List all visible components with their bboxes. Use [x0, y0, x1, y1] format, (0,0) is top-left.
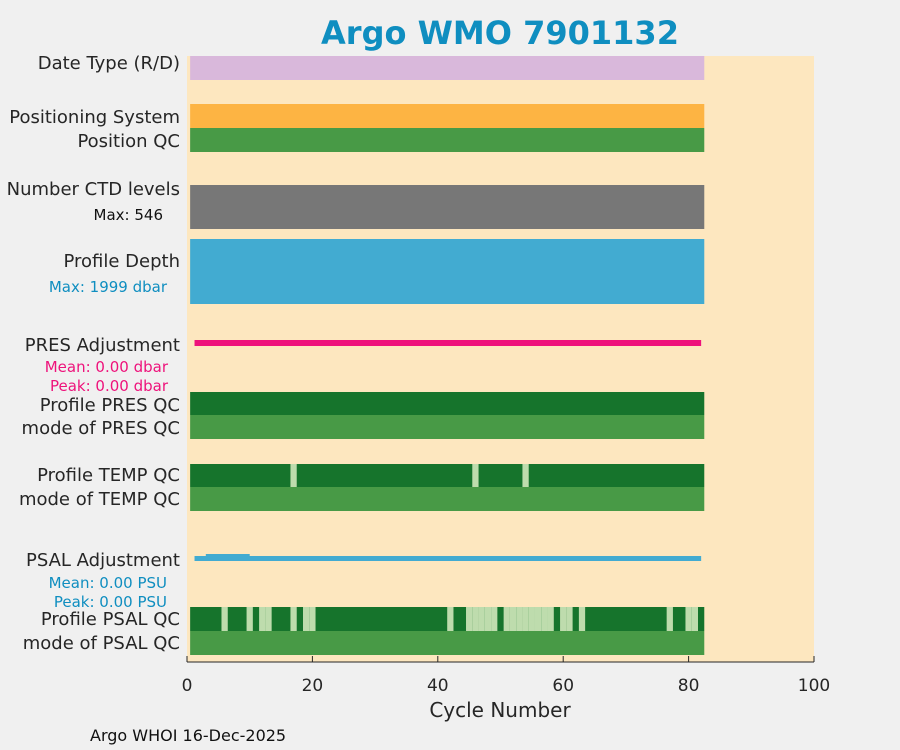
qc-cell-profile-psal-qc-42 [447, 607, 454, 631]
sub-pres-mean: Mean: 0.00 dbar [45, 358, 169, 376]
qc-cell-profile-psal-qc-77 [666, 607, 673, 631]
qc-cell-profile-psal-qc-60 [560, 607, 567, 631]
bar-positioning-system [190, 104, 705, 128]
qc-cell-profile-psal-qc-45 [466, 607, 473, 631]
bar-psal-adjustment [194, 556, 702, 561]
qc-cell-profile-psal-qc-55 [528, 607, 535, 631]
label-date-type: Date Type (R/D) [38, 53, 180, 74]
qc-cell-profile-psal-qc-20 [309, 607, 316, 631]
footer-text: Argo WHOI 16-Dec-2025 [90, 726, 286, 745]
qc-cell-profile-temp-qc-17 [290, 464, 297, 487]
label-mode-temp-qc: mode of TEMP QC [19, 489, 180, 510]
qc-cell-profile-psal-qc-19 [302, 607, 310, 631]
qc-cell-profile-temp-qc-46 [472, 464, 479, 487]
bar-mode-psal-qc [190, 631, 705, 655]
bar-profile-temp-qc [190, 464, 705, 487]
qc-cell-profile-psal-qc-57 [541, 607, 548, 631]
x-axis-label: Cycle Number [429, 698, 571, 722]
chart-title: Argo WMO 7901132 [321, 14, 679, 52]
label-mode-psal-qc: mode of PSAL QC [23, 633, 180, 654]
label-ctd-levels: Number CTD levels [7, 179, 180, 200]
bar-position-qc [190, 128, 705, 152]
bar-pres-adjustment [194, 340, 702, 346]
label-profile-pres-qc: Profile PRES QC [40, 395, 180, 416]
qc-cell-profile-psal-qc-49 [491, 607, 498, 631]
bar-mode-temp-qc [190, 487, 705, 511]
label-mode-pres-qc: mode of PRES QC [22, 418, 180, 439]
sub-psal-mean: Mean: 0.00 PSU [49, 574, 167, 592]
sub-pres-peak: Peak: 0.00 dbar [50, 377, 169, 395]
label-psal-adjustment: PSAL Adjustment [26, 550, 180, 571]
x-axis-ticks: 0 20 40 60 80 100 [182, 656, 830, 696]
label-positioning-system: Positioning System [9, 107, 180, 128]
qc-cell-profile-psal-qc-52 [509, 607, 517, 631]
bar-profile-pres-qc [190, 392, 705, 415]
qc-cell-profile-temp-qc-54 [522, 464, 529, 487]
x-tick-label-60: 60 [552, 676, 574, 696]
sub-depth-max: Max: 1999 dbar [49, 278, 168, 296]
label-position-qc: Position QC [77, 131, 180, 152]
bar-profile-depth [190, 239, 705, 304]
qc-cell-profile-psal-qc-80 [685, 607, 692, 631]
x-tick-label-40: 40 [427, 676, 449, 696]
chart-marks [190, 56, 705, 655]
label-profile-temp-qc: Profile TEMP QC [37, 465, 180, 486]
x-tick-label-0: 0 [182, 676, 193, 696]
bar-mode-pres-qc [190, 415, 705, 439]
qc-cell-profile-psal-qc-63 [578, 607, 586, 631]
qc-cell-profile-psal-qc-61 [566, 607, 573, 631]
qc-cell-profile-psal-qc-48 [484, 607, 492, 631]
qc-cell-profile-psal-qc-54 [522, 607, 529, 631]
bar-psal-adjustment-peak [205, 554, 250, 557]
label-profile-psal-qc: Profile PSAL QC [41, 609, 180, 630]
qc-cell-profile-psal-qc-51 [503, 607, 510, 631]
qc-cell-profile-psal-qc-12 [259, 607, 266, 631]
qc-cell-profile-psal-qc-56 [534, 607, 542, 631]
x-tick-label-80: 80 [678, 676, 700, 696]
qc-cell-profile-psal-qc-58 [547, 607, 554, 631]
label-profile-depth: Profile Depth [63, 251, 180, 272]
x-tick-label-20: 20 [302, 676, 324, 696]
qc-cell-profile-psal-qc-47 [478, 607, 485, 631]
qc-cell-profile-psal-qc-17 [290, 607, 297, 631]
qc-cell-profile-psal-qc-10 [246, 607, 253, 631]
qc-cell-profile-psal-qc-6 [221, 607, 228, 631]
qc-cell-profile-psal-qc-53 [516, 607, 523, 631]
label-pres-adjustment: PRES Adjustment [25, 335, 180, 356]
qc-cell-profile-psal-qc-46 [472, 607, 479, 631]
bar-ctd-levels [190, 185, 705, 229]
bar-date-type [190, 56, 705, 80]
sub-ctd-max: Max: 546 [94, 206, 163, 224]
x-tick-label-100: 100 [798, 676, 830, 696]
sub-psal-peak: Peak: 0.00 PSU [54, 593, 167, 611]
qc-cell-profile-psal-qc-13 [265, 607, 272, 631]
qc-cell-profile-psal-qc-81 [691, 607, 699, 631]
